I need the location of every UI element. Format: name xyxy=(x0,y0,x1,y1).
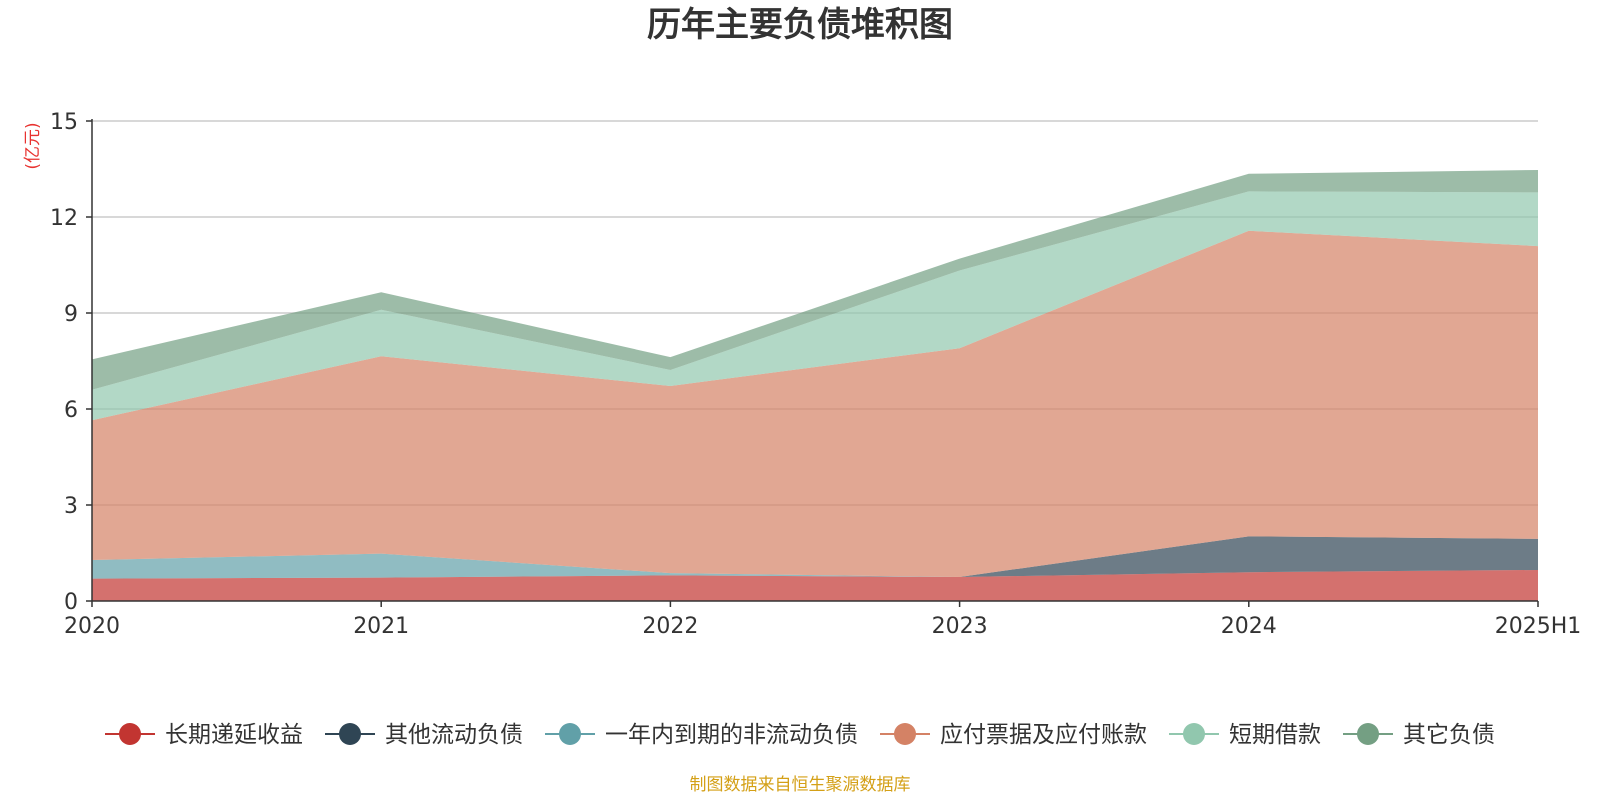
legend-label: 一年内到期的非流动负债 xyxy=(605,722,858,748)
y-tick-label: 12 xyxy=(50,206,78,231)
data-source-note: 制图数据来自恒生聚源数据库 xyxy=(690,775,911,795)
legend-marker xyxy=(339,723,361,745)
legend-marker xyxy=(559,723,581,745)
y-tick-label: 9 xyxy=(64,302,78,327)
legend-item: 其他流动负债 xyxy=(325,722,523,748)
axes: 0 3 6 9 12 15 2020 2021 2022 2023 2024 2025H1 xyxy=(50,110,1581,639)
y-axis-unit: (亿元) xyxy=(23,122,43,169)
legend-marker xyxy=(1357,723,1379,745)
x-tick-label: 2024 xyxy=(1221,614,1277,639)
legend-label: 短期借款 xyxy=(1229,722,1321,748)
area-series-2 xyxy=(92,536,1538,579)
legend-label: 其它负债 xyxy=(1403,722,1495,748)
y-tick-label: 15 xyxy=(50,110,78,135)
area-series-5 xyxy=(92,191,1538,421)
area-series-1 xyxy=(92,569,1538,601)
area-series-3 xyxy=(92,536,1538,579)
x-tick-label: 2021 xyxy=(353,614,409,639)
area-series-group xyxy=(92,169,1538,601)
legend-item: 应付票据及应付账款 xyxy=(880,722,1147,748)
legend: 长期递延收益 其他流动负债 一年内到期的非流动负债 应付票据及应付账款 短期借款 其它负债 xyxy=(105,722,1495,748)
legend-label: 应付票据及应付账款 xyxy=(940,722,1147,748)
legend-marker xyxy=(894,723,916,745)
legend-item: 一年内到期的非流动负债 xyxy=(545,722,858,748)
legend-marker xyxy=(1183,723,1205,745)
legend-label: 其他流动负债 xyxy=(385,722,523,748)
x-tick-label: 2023 xyxy=(932,614,988,639)
area-series-4 xyxy=(92,230,1538,577)
legend-item: 其它负债 xyxy=(1343,722,1495,748)
x-tick-label: 2022 xyxy=(642,614,698,639)
legend-item: 短期借款 xyxy=(1169,722,1321,748)
y-tick-label: 3 xyxy=(64,494,78,519)
legend-item: 长期递延收益 xyxy=(105,722,303,748)
x-tick-label: 2025H1 xyxy=(1495,614,1582,639)
x-tick-label: 2020 xyxy=(64,614,120,639)
y-tick-label: 6 xyxy=(64,398,78,423)
y-tick-label: 0 xyxy=(64,590,78,615)
legend-label: 长期递延收益 xyxy=(165,722,303,748)
legend-marker xyxy=(119,723,141,745)
chart-title: 历年主要负债堆积图 xyxy=(647,5,953,45)
